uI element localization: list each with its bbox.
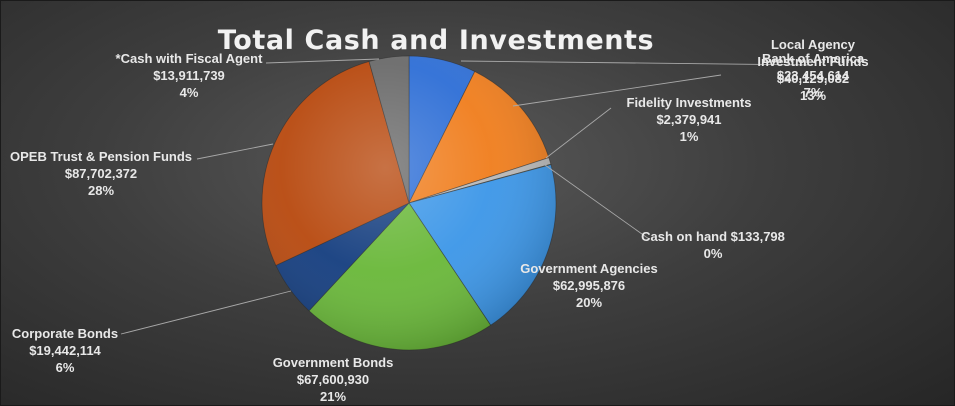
leader-line bbox=[512, 74, 722, 107]
data-label: Government Agencies $62,995,876 20% bbox=[520, 261, 658, 310]
data-label: Local Agency Investment Funds $40,129,082 1… bbox=[757, 37, 868, 103]
leader-lines bbox=[120, 58, 814, 335]
chart-title: Total Cash and Investments bbox=[218, 25, 654, 56]
leader-line bbox=[545, 107, 612, 159]
pie-slices bbox=[261, 55, 557, 351]
data-label: Cash on hand $133,798 0% bbox=[641, 229, 785, 261]
leader-line bbox=[120, 290, 292, 335]
leader-line bbox=[196, 143, 274, 160]
data-label: OPEB Trust & Pension Funds $87,702,372 28% bbox=[10, 149, 192, 198]
leader-line bbox=[265, 58, 380, 64]
data-labels: Bank of America $23,454,614 7%Local Agency… bbox=[10, 37, 869, 404]
data-label: Bank of America $23,454,614 7% bbox=[762, 51, 865, 100]
data-label: Corporate Bonds $19,442,114 6% bbox=[12, 326, 118, 375]
data-label: Government Bonds $67,600,930 21% bbox=[273, 355, 394, 404]
data-label: Fidelity Investments $2,379,941 1% bbox=[627, 95, 752, 144]
leader-line bbox=[460, 60, 814, 66]
leader-line bbox=[544, 164, 650, 240]
data-label: *Cash with Fiscal Agent $13,911,739 4% bbox=[116, 51, 264, 100]
